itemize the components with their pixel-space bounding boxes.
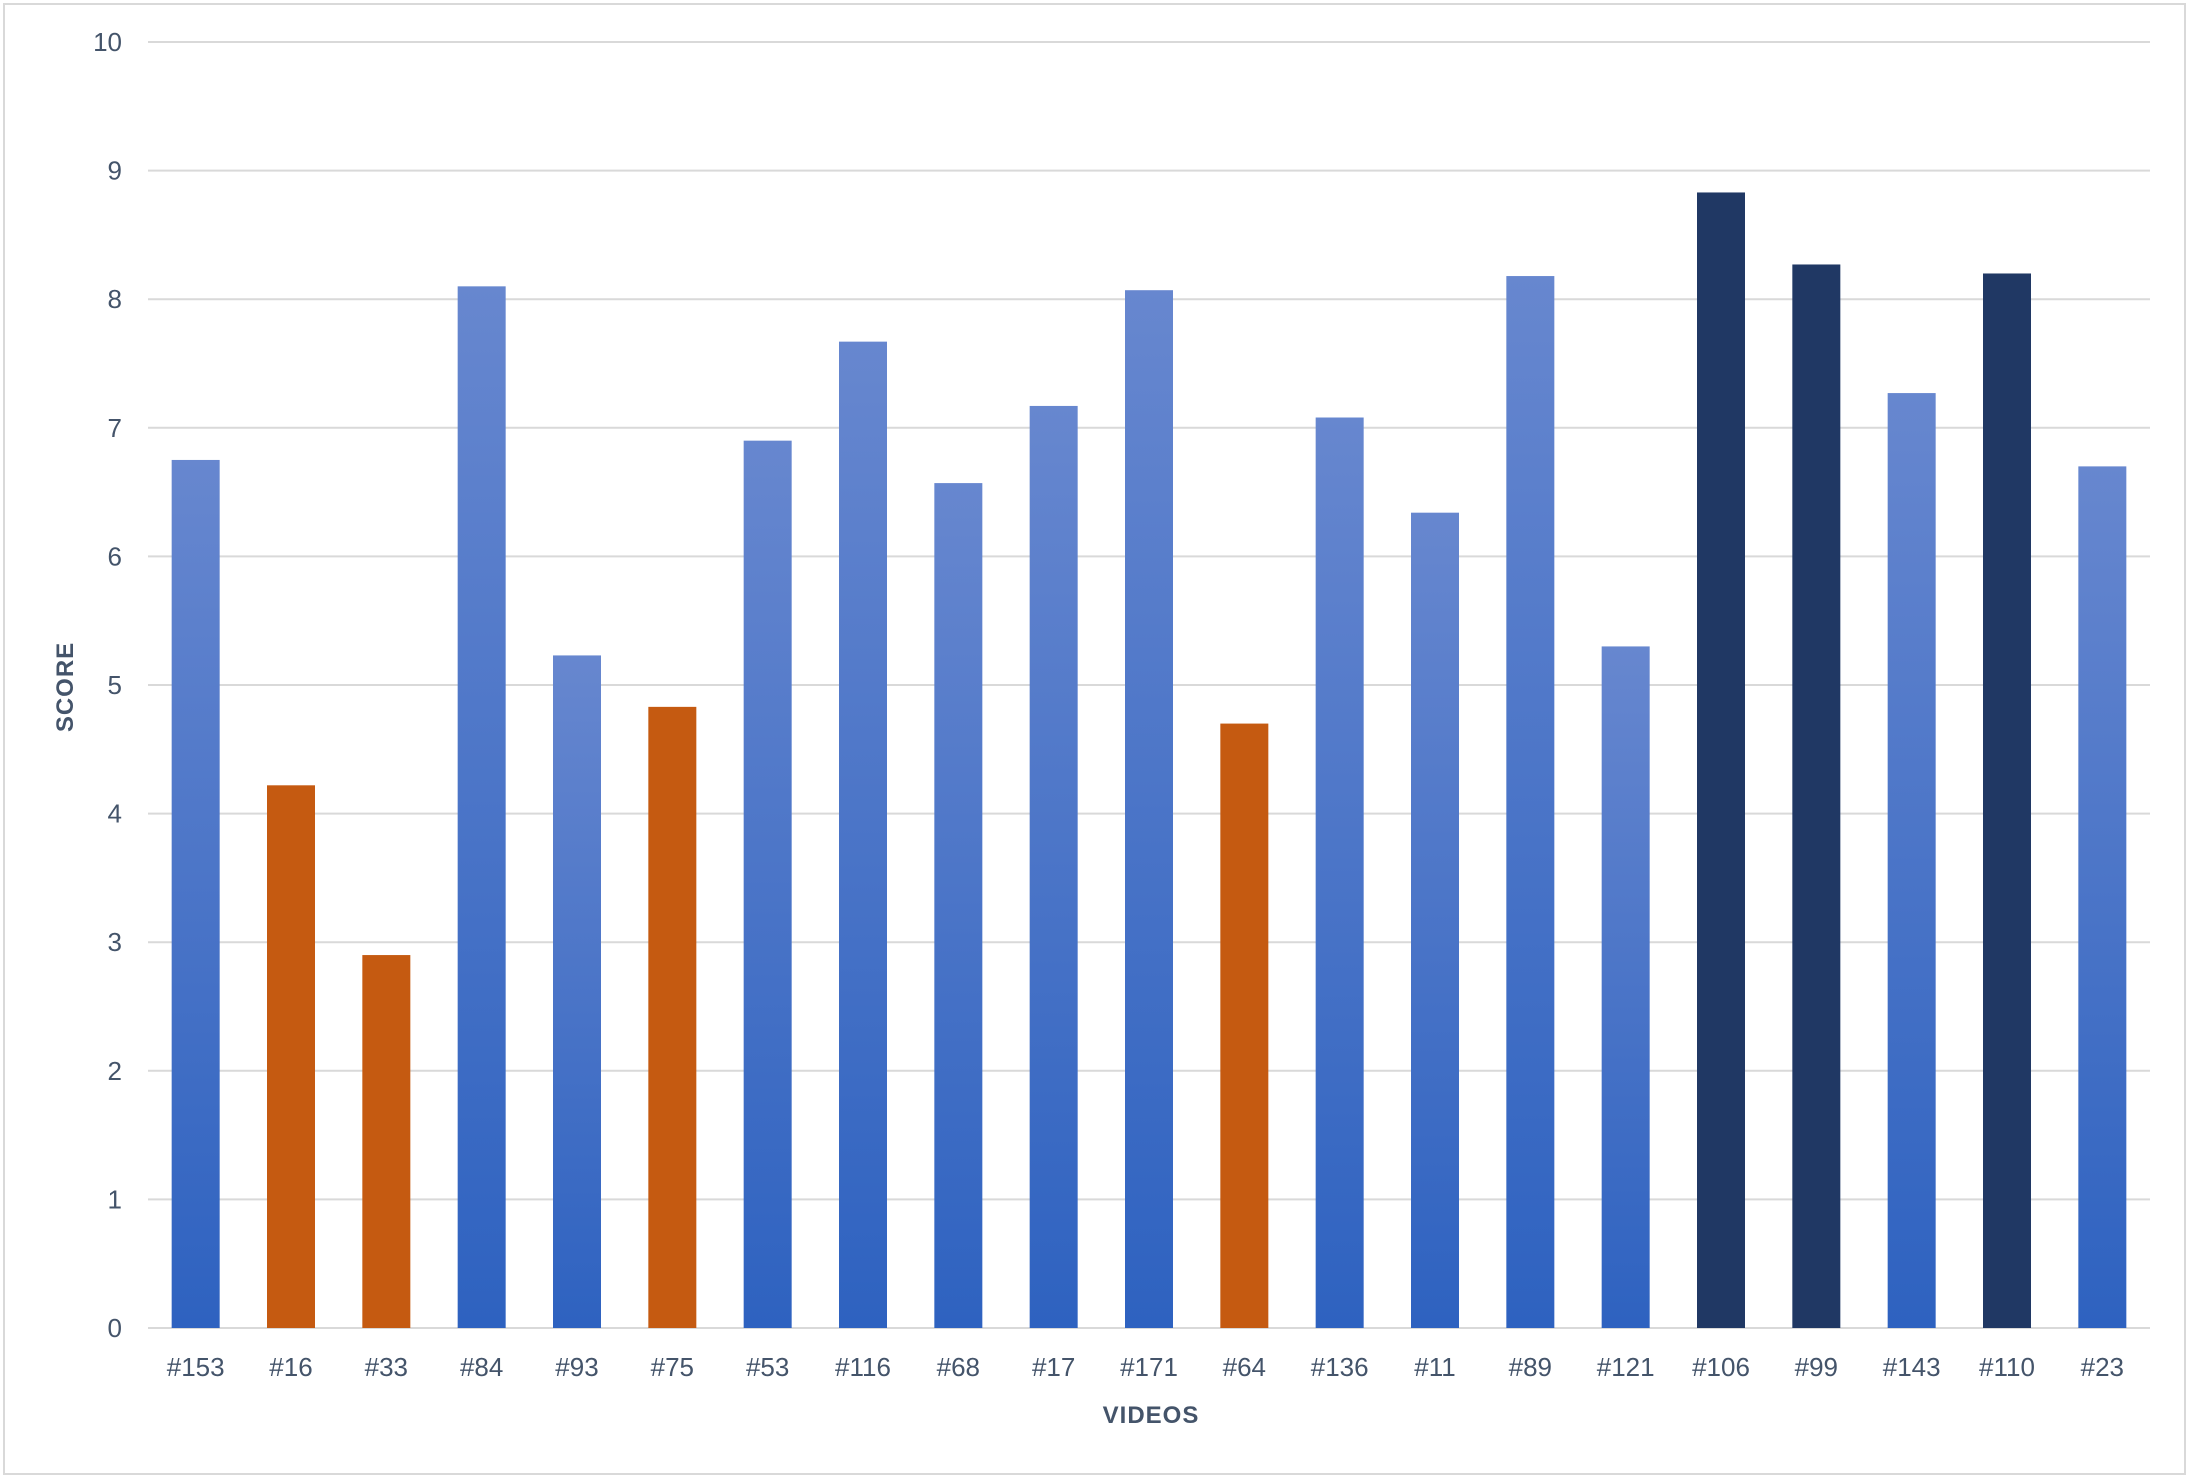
- x-tick-label: #11: [1414, 1352, 1455, 1382]
- bar: [934, 483, 983, 1328]
- bar: [267, 785, 315, 1328]
- bar: [171, 459, 220, 1328]
- x-tick-label: #68: [937, 1352, 980, 1382]
- y-tick-label: 6: [108, 541, 122, 571]
- x-tick-label: #53: [746, 1352, 789, 1382]
- x-tick-label: #16: [269, 1352, 312, 1382]
- y-tick-label: 10: [93, 27, 122, 57]
- y-tick-label: 3: [108, 927, 122, 957]
- y-tick-label: 4: [108, 799, 122, 829]
- x-axis-ticks: #153 #16 #33 #84 #93 #75 #53 #116 #68 #17 #171 #64 #…: [167, 1352, 2124, 1382]
- x-tick-label: #110: [1979, 1352, 2035, 1382]
- x-tick-label: #33: [365, 1352, 408, 1382]
- bar: [1411, 512, 1459, 1328]
- bar: [553, 655, 601, 1328]
- y-tick-label: 9: [108, 156, 122, 186]
- bars: [171, 192, 2127, 1329]
- bar: [1125, 290, 1173, 1328]
- bar: [2078, 466, 2127, 1328]
- bar: [1983, 273, 2031, 1329]
- bar: [1697, 192, 1745, 1328]
- y-tick-label: 5: [108, 670, 122, 700]
- bar: [839, 341, 887, 1328]
- bar: [457, 286, 506, 1329]
- x-tick-label: #89: [1509, 1352, 1552, 1382]
- bar: [362, 955, 411, 1328]
- bar: [1220, 723, 1269, 1328]
- x-tick-label: #136: [1311, 1352, 1369, 1382]
- x-tick-label: #99: [1795, 1352, 1838, 1382]
- y-tick-label: 0: [108, 1313, 122, 1343]
- bar: [648, 706, 697, 1328]
- y-tick-label: 8: [108, 284, 122, 314]
- bar: [1315, 417, 1364, 1329]
- x-tick-label: #143: [1883, 1352, 1941, 1382]
- bar: [1601, 646, 1650, 1328]
- x-tick-label: #121: [1597, 1352, 1655, 1382]
- x-tick-label: #116: [835, 1352, 891, 1382]
- x-axis-title: VIDEOS: [1103, 1402, 1200, 1429]
- x-tick-label: #23: [2081, 1352, 2124, 1382]
- x-tick-label: #84: [460, 1352, 503, 1382]
- x-tick-label: #153: [167, 1352, 225, 1382]
- bar: [1792, 264, 1841, 1328]
- x-tick-label: #171: [1120, 1352, 1178, 1382]
- y-tick-label: 1: [108, 1184, 122, 1214]
- x-tick-label: #75: [651, 1352, 694, 1382]
- y-tick-label: 2: [108, 1056, 122, 1086]
- x-tick-label: #106: [1692, 1352, 1750, 1382]
- bar: [1506, 276, 1555, 1328]
- bar: [1887, 393, 1936, 1328]
- y-tick-label: 7: [108, 413, 122, 443]
- y-axis-title: SCORE: [52, 642, 79, 732]
- x-tick-label: #17: [1032, 1352, 1075, 1382]
- x-tick-label: #93: [555, 1352, 598, 1382]
- y-axis-ticks: 0 1 2 3 4 5 6 7 8 9 10: [93, 27, 122, 1343]
- bar: [1029, 405, 1078, 1328]
- x-tick-label: #64: [1223, 1352, 1266, 1382]
- bar: [743, 440, 792, 1328]
